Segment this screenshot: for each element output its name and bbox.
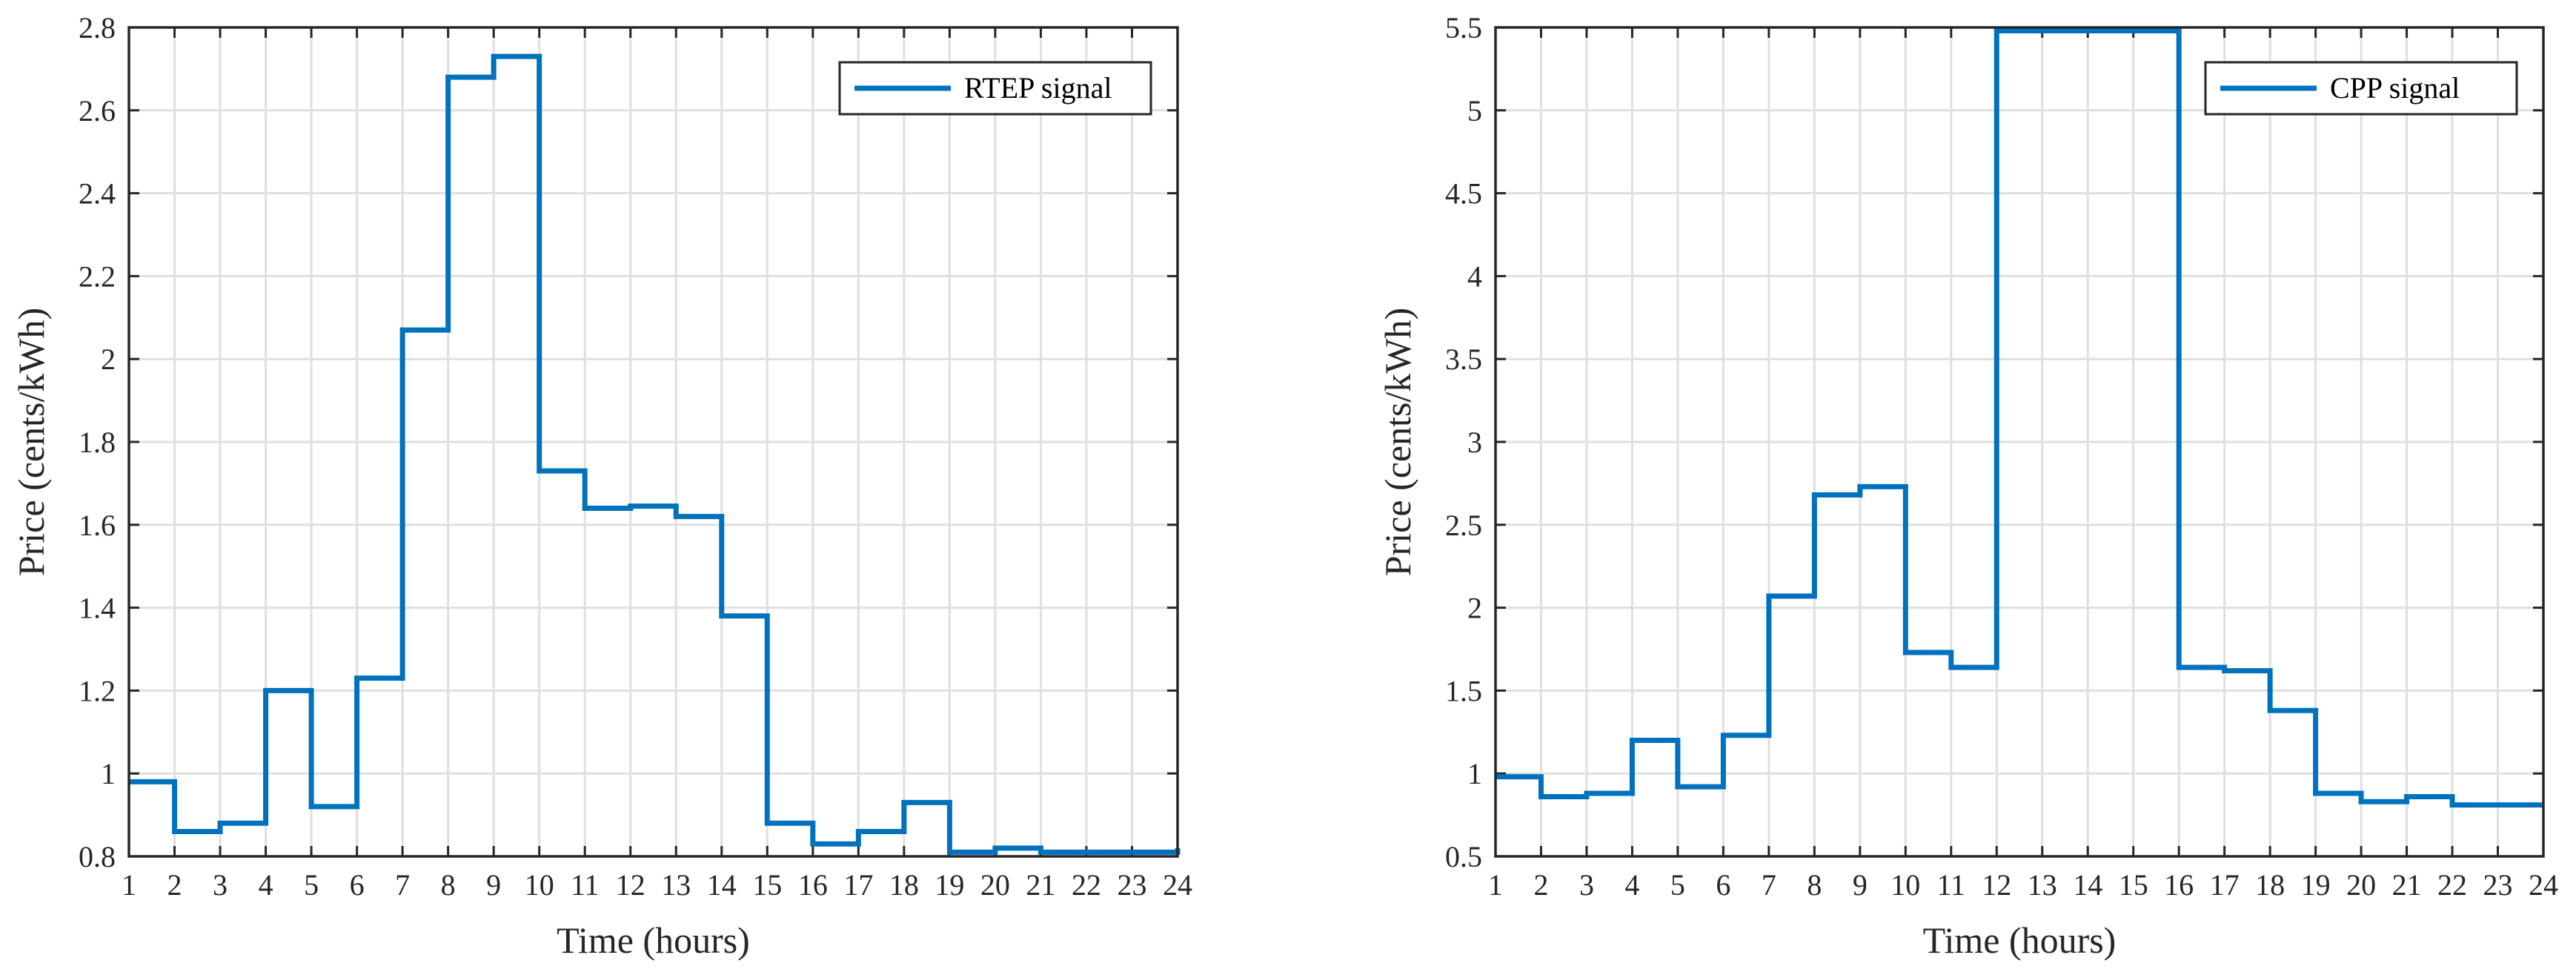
x-tick-label: 17 <box>843 868 873 902</box>
y-tick-label: 5.5 <box>1445 11 1482 44</box>
x-tick-label: 10 <box>1890 868 1920 902</box>
x-axis-label: Time (hours) <box>1923 919 2117 961</box>
y-axis-label: Price (cents/kWh) <box>1377 308 1418 576</box>
x-tick-label: 8 <box>441 868 456 902</box>
x-tick-label: 1 <box>1488 868 1503 902</box>
y-tick-label: 4 <box>1467 260 1482 293</box>
x-tick-label: 22 <box>2437 868 2467 902</box>
x-tick-label: 24 <box>1163 868 1192 902</box>
x-tick-label: 20 <box>980 868 1010 902</box>
axes-box <box>127 26 1179 858</box>
x-tick-label: 1 <box>122 868 136 902</box>
y-tick-label: 4.5 <box>1445 177 1482 211</box>
y-axis-label: Price (cents/kWh) <box>10 308 52 576</box>
grid <box>1496 27 2543 856</box>
y-tick-label: 3 <box>1467 426 1482 459</box>
cpp-chart: 1 2 3 4 5 6 7 8 9 10 11 12 13 14 15 16 17 18 19 20 21 22 23 240… <box>1377 11 2558 961</box>
x-tick-label: 5 <box>1670 868 1685 902</box>
x-tick-label: 16 <box>798 868 828 902</box>
legend-label: RTEP signal <box>964 71 1112 105</box>
x-tick-label: 14 <box>707 868 737 902</box>
y-tick-label: 2.6 <box>79 94 116 128</box>
rtep-chart: 1 2 3 4 5 6 7 8 9 10 11 12 13 14 15 16 17 18 19 20 21 22 23 240… <box>10 11 1192 961</box>
y-tick-label: 5 <box>1467 94 1482 128</box>
x-tick-label: 16 <box>2164 868 2194 902</box>
x-tick-label: 6 <box>350 868 365 902</box>
x-tick-label: 11 <box>571 868 600 902</box>
x-tick-label: 3 <box>213 868 228 902</box>
x-tick-label: 21 <box>2392 868 2422 902</box>
x-tick-label: 7 <box>395 868 410 902</box>
x-tick-label: 22 <box>1072 868 1101 902</box>
legend: RTEP signal <box>838 61 1152 116</box>
x-tick-label: 8 <box>1807 868 1822 902</box>
x-tick-label: 12 <box>1982 868 2011 902</box>
y-tick-label: 2.2 <box>79 260 116 293</box>
series-line-cpp-signal <box>1496 27 2543 808</box>
y-tick-label: 1.2 <box>79 674 116 707</box>
y-tick-label: 1.4 <box>79 592 116 625</box>
x-tick-label: 21 <box>1026 868 1055 902</box>
x-tick-label: 10 <box>525 868 554 902</box>
x-tick-label: 23 <box>1117 868 1146 902</box>
x-tick-label: 24 <box>2529 868 2558 902</box>
x-tick-label: 17 <box>2210 868 2240 902</box>
y-tick-label: 3.5 <box>1445 343 1482 376</box>
x-tick-label: 19 <box>935 868 964 902</box>
x-tick-label: 14 <box>2073 868 2102 902</box>
x-tick-label: 20 <box>2346 868 2376 902</box>
x-tick-label: 6 <box>1716 868 1730 902</box>
x-tick-label: 23 <box>2483 868 2513 902</box>
x-tick-label: 2 <box>1533 868 1548 902</box>
x-axis-label: Time (hours) <box>557 919 750 961</box>
x-tick-label: 18 <box>889 868 919 902</box>
x-tick-label: 13 <box>661 868 691 902</box>
axes-box <box>1494 26 2545 858</box>
legend-box <box>2204 61 2518 116</box>
x-tick-label: 5 <box>304 868 319 902</box>
x-tick-label: 3 <box>1579 868 1594 902</box>
y-tick-label: 1.5 <box>1445 674 1482 707</box>
x-tick-label: 15 <box>752 868 782 902</box>
y-tick-label: 1.6 <box>79 509 116 542</box>
y-tick-label: 1 <box>1467 757 1482 790</box>
y-tick-label: 0.8 <box>79 840 116 873</box>
y-tick-label: 1.8 <box>79 426 116 459</box>
x-tick-label: 13 <box>2028 868 2057 902</box>
tick-marks <box>127 26 1179 858</box>
x-tick-label: 9 <box>486 868 501 902</box>
y-tick-label: 2.5 <box>1445 509 1482 542</box>
x-tick-label: 4 <box>259 868 273 902</box>
series-line-rtep-signal <box>129 53 1181 855</box>
legend: CPP signal <box>2204 61 2518 116</box>
x-tick-label: 4 <box>1624 868 1639 902</box>
y-tick-label: 2.4 <box>79 177 116 211</box>
x-tick-label: 2 <box>167 868 182 902</box>
x-tick-label: 9 <box>1853 868 1868 902</box>
y-tick-label: 2 <box>1467 592 1482 625</box>
x-tick-label: 18 <box>2255 868 2285 902</box>
grid <box>129 27 1178 856</box>
legend-label: CPP signal <box>2330 71 2460 105</box>
tick-marks <box>1494 26 2545 858</box>
y-tick-label: 0.5 <box>1445 840 1482 873</box>
x-tick-label: 15 <box>2119 868 2148 902</box>
x-tick-label: 7 <box>1762 868 1776 902</box>
x-tick-label: 19 <box>2301 868 2331 902</box>
y-tick-label: 2 <box>101 343 116 376</box>
y-tick-label: 1 <box>101 757 116 790</box>
y-tick-label: 2.8 <box>79 11 116 44</box>
x-tick-label: 11 <box>1937 868 1966 902</box>
x-tick-label: 12 <box>616 868 645 902</box>
